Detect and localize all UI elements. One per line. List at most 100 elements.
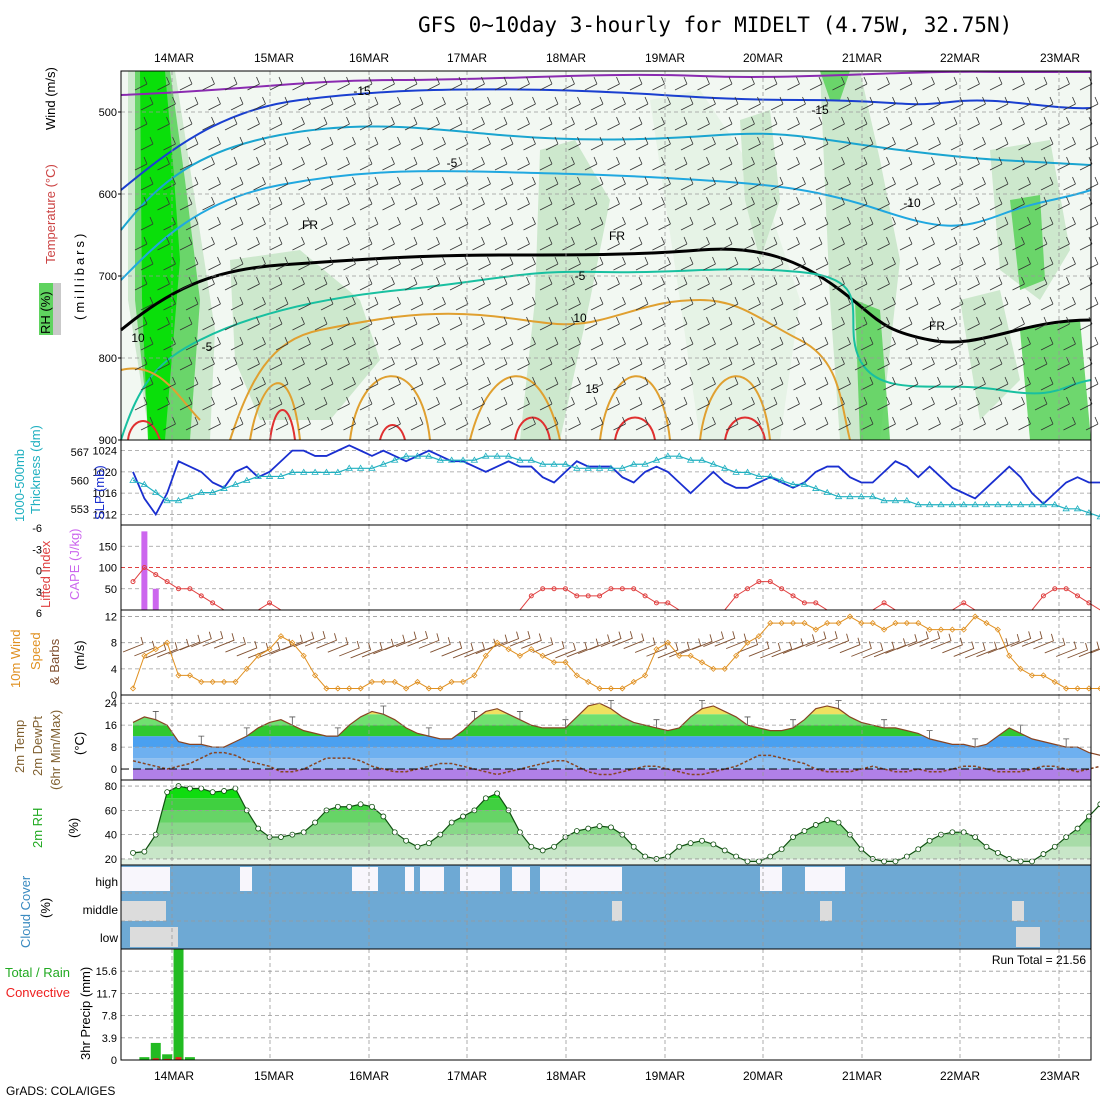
wind-barb bbox=[1063, 376, 1076, 391]
wind-barb bbox=[1012, 276, 1025, 291]
wind-barb bbox=[1085, 136, 1099, 151]
wind-barb bbox=[230, 376, 244, 391]
precip-panel: 15.6 11.7 7.8 3.9 0 Run Total = 21.56 Total … bbox=[5, 948, 1092, 1067]
wind10-marker bbox=[744, 639, 751, 646]
precip-bar bbox=[173, 949, 184, 1060]
wind-barb bbox=[427, 276, 440, 291]
wind-barb bbox=[854, 396, 868, 411]
wind-barb bbox=[629, 316, 643, 331]
wind10-marker bbox=[209, 678, 216, 685]
wind-barb bbox=[1034, 396, 1048, 411]
wind-barb bbox=[877, 276, 890, 291]
wind10-marker bbox=[778, 620, 785, 627]
wind-barb bbox=[517, 196, 530, 211]
wind-barb bbox=[950, 376, 964, 391]
wind10-barb bbox=[532, 637, 554, 653]
wind-barb bbox=[584, 316, 598, 331]
precip-conv-bar bbox=[164, 1058, 171, 1060]
wind10-barb bbox=[873, 641, 895, 658]
wind-barb bbox=[359, 316, 373, 331]
wind-barb bbox=[748, 176, 761, 191]
wind10-marker bbox=[494, 639, 501, 646]
precip-axis: 15.6 11.7 7.8 3.9 0 bbox=[96, 966, 117, 1067]
wind-barb bbox=[1040, 176, 1054, 191]
wind-barb bbox=[427, 76, 440, 91]
top-date-label: 18MAR bbox=[546, 51, 586, 65]
wind-barb bbox=[832, 316, 845, 331]
wind-barb bbox=[134, 396, 148, 411]
wind10-marker bbox=[937, 626, 945, 633]
precip-grid bbox=[121, 949, 1091, 1060]
wind-barb bbox=[1034, 236, 1048, 251]
li-marker bbox=[551, 586, 557, 592]
wind-barb bbox=[404, 116, 418, 131]
wind-barb bbox=[269, 316, 283, 331]
slp-tick: 1020 bbox=[93, 467, 117, 479]
wind-barb bbox=[568, 416, 581, 431]
contour-label: -15 bbox=[811, 103, 829, 117]
thickness-marker bbox=[880, 496, 888, 504]
wind-barb bbox=[1012, 156, 1025, 171]
wind-barb bbox=[1040, 376, 1054, 391]
thickness-marker bbox=[698, 456, 706, 463]
wind-barb bbox=[449, 196, 463, 211]
cape-axes: -6 -3 0 3 6 150 100 50 bbox=[32, 523, 117, 620]
wind-barb bbox=[658, 416, 671, 431]
wind-barb bbox=[635, 416, 649, 431]
thickness-marker bbox=[595, 464, 604, 471]
wind-barb bbox=[613, 416, 626, 431]
wind-barb bbox=[629, 116, 643, 131]
rh-legend-swatch-gray bbox=[53, 283, 61, 335]
wind-barb bbox=[382, 76, 395, 91]
thickness-marker bbox=[334, 468, 342, 475]
wind-barb bbox=[157, 316, 170, 331]
wind-barb bbox=[809, 396, 823, 411]
rh2m-marker bbox=[198, 785, 205, 792]
wind-barb bbox=[202, 316, 215, 331]
wind10-marker bbox=[972, 613, 979, 620]
wind-barb bbox=[680, 336, 694, 351]
wind10-marker bbox=[619, 685, 626, 692]
wind-barb bbox=[253, 136, 266, 151]
wind-barb bbox=[697, 116, 710, 131]
wind-barb bbox=[1040, 416, 1054, 431]
wind-barb bbox=[815, 416, 829, 431]
wind-barb bbox=[427, 236, 440, 251]
temp-whisker bbox=[607, 700, 614, 709]
bottom-date-label: 21MAR bbox=[842, 1069, 882, 1083]
wind-barb bbox=[314, 396, 328, 411]
wind-barb bbox=[697, 196, 710, 211]
wind-barb bbox=[404, 156, 418, 171]
wind-barb bbox=[629, 76, 643, 91]
wind-barb bbox=[337, 236, 350, 251]
thickness-marker bbox=[368, 464, 376, 471]
wind10-barb bbox=[395, 631, 417, 648]
wind10-marker bbox=[266, 646, 273, 653]
wind-barb bbox=[230, 176, 244, 191]
wind-barb bbox=[449, 236, 463, 251]
precip-tick: 7.8 bbox=[102, 1011, 117, 1023]
wind10-marker bbox=[835, 620, 842, 627]
wind-barb bbox=[517, 316, 530, 331]
thickness-marker bbox=[630, 460, 638, 467]
wind-barb bbox=[613, 176, 626, 191]
wind-barb bbox=[140, 96, 154, 111]
wind-barb bbox=[523, 96, 536, 111]
rh2m-marker bbox=[266, 834, 273, 840]
wind-barb bbox=[449, 396, 463, 411]
wind-barb bbox=[995, 176, 1009, 191]
thickness-marker bbox=[1028, 500, 1036, 508]
wind-barb bbox=[292, 196, 305, 211]
wind-barb bbox=[703, 296, 716, 311]
rh2m-tick: 20 bbox=[105, 854, 117, 866]
wind10-marker bbox=[1097, 685, 1100, 692]
rh2m-marker bbox=[790, 834, 796, 840]
wind-barb bbox=[652, 116, 665, 131]
wind-barb bbox=[247, 316, 260, 331]
wind-barb bbox=[995, 296, 1009, 311]
wind-barb bbox=[230, 416, 244, 431]
rh2m-marker bbox=[767, 853, 774, 860]
cloud-unit-label: (%) bbox=[38, 898, 53, 918]
wind-barb bbox=[1040, 96, 1054, 111]
wind10-barb bbox=[430, 637, 451, 653]
